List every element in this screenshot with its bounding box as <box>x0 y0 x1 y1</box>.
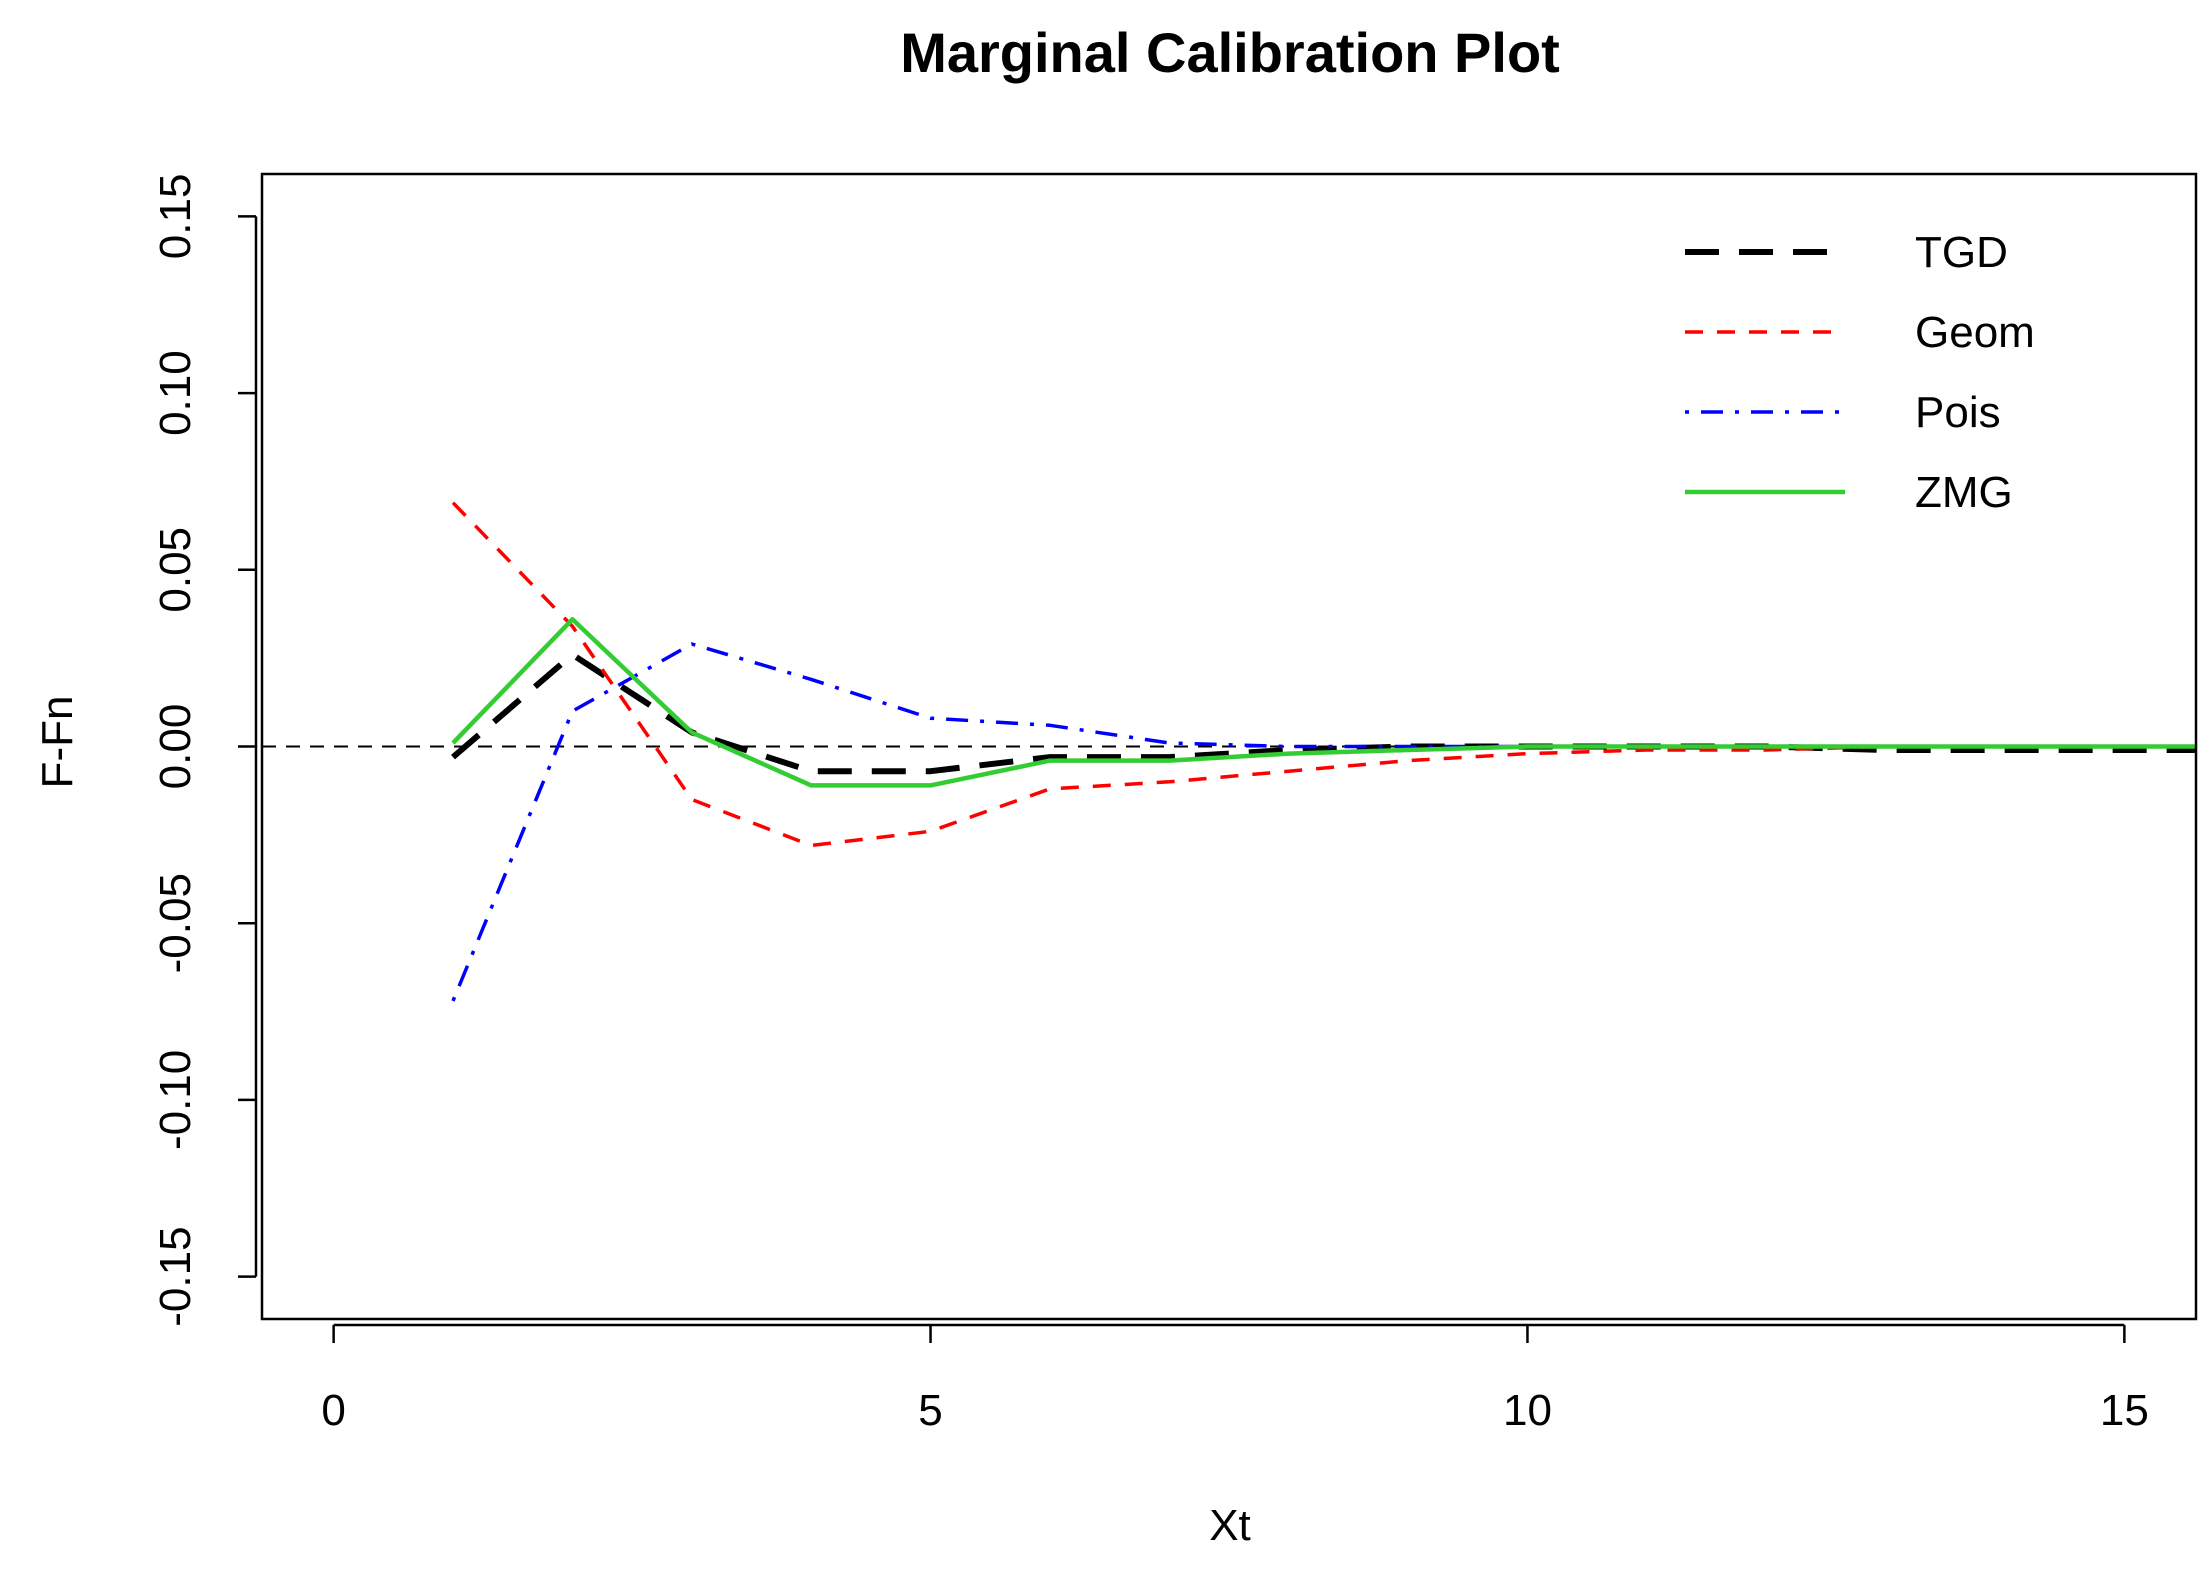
series-line-geom <box>451 501 2196 848</box>
y-tick-label: 0.15 <box>151 174 200 260</box>
legend-label-geom: Geom <box>1915 308 2035 357</box>
x-tick-label: 0 <box>321 1386 345 1435</box>
y-tick-label: -0.15 <box>151 1226 200 1326</box>
chart-title: Marginal Calibration Plot <box>900 21 1560 84</box>
y-tick-label: 0.00 <box>151 704 200 790</box>
legend-label-tgd: TGD <box>1915 228 2008 277</box>
y-tick-label: 0.05 <box>151 527 200 613</box>
x-axis: 0 5 10 15 <box>321 1323 2149 1435</box>
plot-frame <box>260 172 2198 1321</box>
series-line-pois <box>451 642 2196 1002</box>
x-axis-label: Xt <box>1209 1501 1251 1550</box>
x-tick-label: 5 <box>918 1386 942 1435</box>
series-line-zmg <box>451 617 2196 788</box>
x-tick-label: 15 <box>2100 1386 2149 1435</box>
x-tick-label: 10 <box>1503 1386 1552 1435</box>
y-tick-label: -0.10 <box>151 1050 200 1150</box>
y-axis-label: F-Fn <box>33 696 82 789</box>
y-tick-label: 0.10 <box>151 350 200 436</box>
legend-label-pois: Pois <box>1915 388 2001 437</box>
legend: TGD Geom Pois ZMG <box>1685 228 2035 517</box>
legend-label-zmg: ZMG <box>1915 468 2013 517</box>
y-tick-label: -0.05 <box>151 873 200 973</box>
series-layer <box>451 501 2196 1002</box>
y-axis: -0.15 -0.10 -0.05 0.00 0.05 0.10 0.15 <box>151 174 258 1327</box>
